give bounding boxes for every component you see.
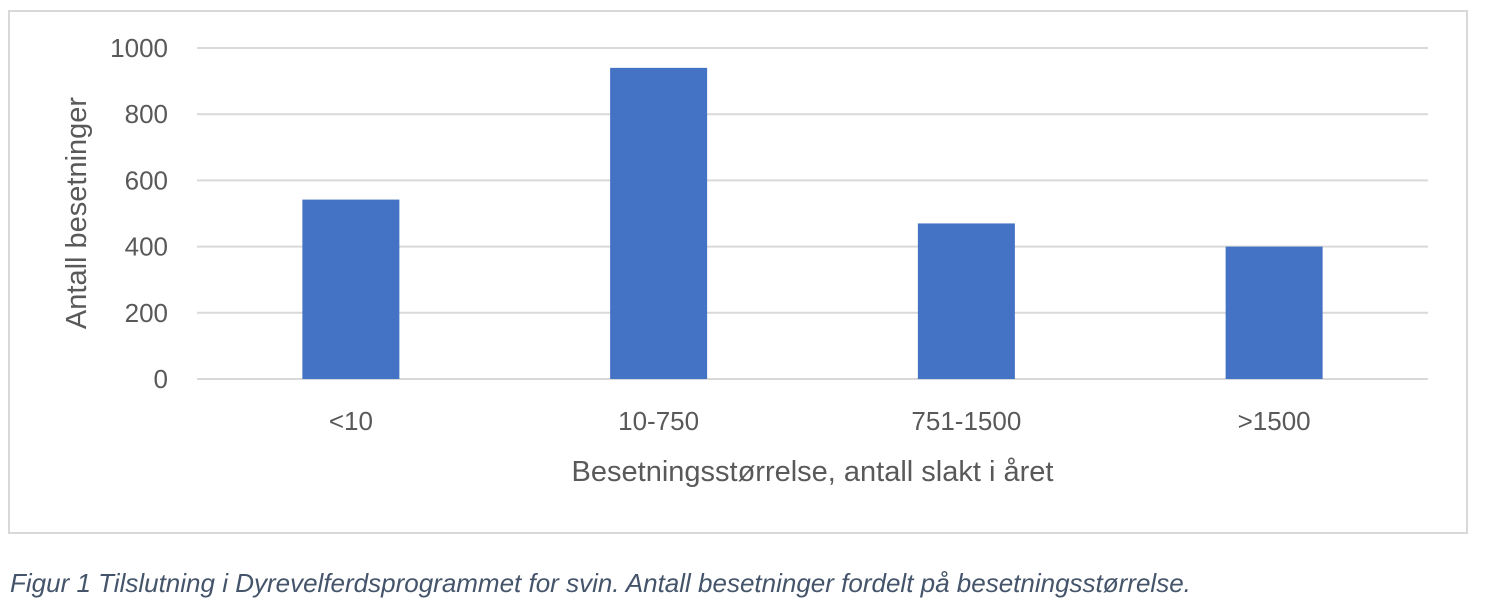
y-tick-label: 0 [154, 364, 168, 394]
bar-4 [1225, 246, 1323, 379]
y-axis-title: Antall besetninger [61, 97, 93, 329]
y-tick-label: 1000 [110, 33, 168, 63]
bar-3 [917, 223, 1015, 379]
figure-caption: Figur 1 Tilslutning i Dyrevelferdsprogra… [10, 568, 1191, 598]
y-tick-label: 800 [125, 99, 168, 129]
x-tick-label: <10 [329, 406, 373, 436]
x-tick-label: 751-1500 [911, 406, 1021, 436]
x-axis-title: Besetningsstørrelse, antall slakt i året [572, 456, 1054, 488]
chart-frame [8, 10, 1468, 534]
y-tick-label: 600 [125, 165, 168, 195]
x-tick-label: >1500 [1238, 406, 1311, 436]
bar-2 [610, 67, 708, 380]
bar-1 [302, 199, 400, 379]
y-tick-label: 200 [125, 298, 168, 328]
y-tick-label: 400 [125, 232, 168, 262]
x-tick-label: 10-750 [618, 406, 699, 436]
